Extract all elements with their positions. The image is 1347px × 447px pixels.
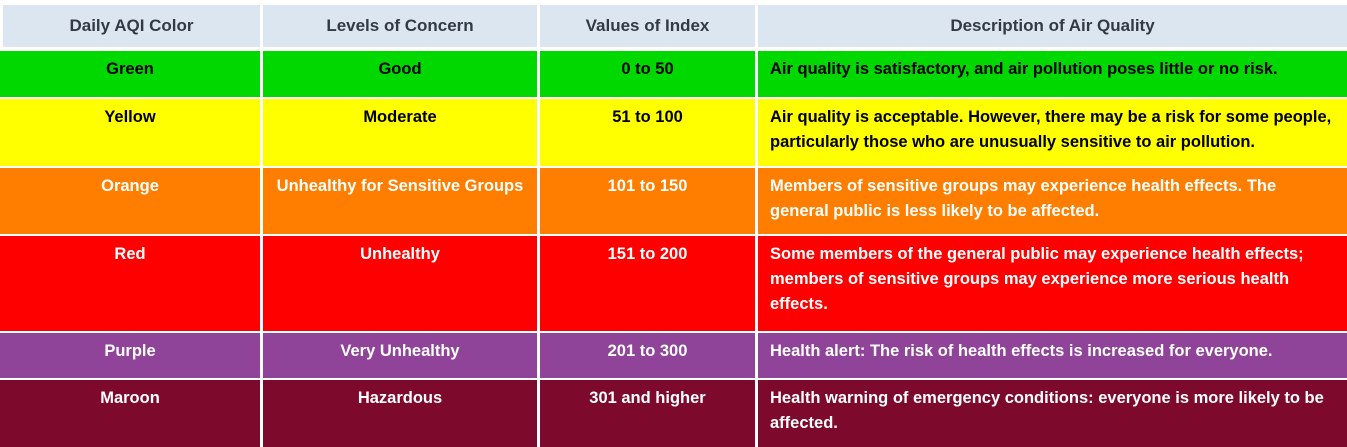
aqi-color-name: Red	[0, 236, 263, 333]
table-row-red: Red Unhealthy 151 to 200 Some members of…	[0, 236, 1347, 333]
col-header-description: Description of Air Quality	[758, 5, 1347, 51]
aqi-description: Health alert: The risk of health effects…	[758, 333, 1347, 380]
col-header-daily-aqi-color: Daily AQI Color	[0, 5, 263, 51]
aqi-level-of-concern: Hazardous	[263, 380, 540, 447]
aqi-color-name: Orange	[0, 168, 263, 236]
aqi-index-range: 51 to 100	[540, 99, 758, 168]
aqi-level-of-concern: Very Unhealthy	[263, 333, 540, 380]
col-header-values-of-index: Values of Index	[540, 5, 758, 51]
table-row-orange: Orange Unhealthy for Sensitive Groups 10…	[0, 168, 1347, 236]
aqi-index-range: 301 and higher	[540, 380, 758, 447]
aqi-description: Health warning of emergency conditions: …	[758, 380, 1347, 447]
aqi-color-name: Yellow	[0, 99, 263, 168]
table-row-purple: Purple Very Unhealthy 201 to 300 Health …	[0, 333, 1347, 380]
aqi-description: Some members of the general public may e…	[758, 236, 1347, 333]
aqi-table: Daily AQI Color Levels of Concern Values…	[0, 5, 1347, 447]
aqi-color-name: Purple	[0, 333, 263, 380]
aqi-description: Air quality is acceptable. However, ther…	[758, 99, 1347, 168]
col-header-levels-of-concern: Levels of Concern	[263, 5, 540, 51]
aqi-description: Members of sensitive groups may experien…	[758, 168, 1347, 236]
aqi-level-of-concern: Unhealthy	[263, 236, 540, 333]
aqi-color-name: Maroon	[0, 380, 263, 447]
aqi-table-body: Green Good 0 to 50 Air quality is satisf…	[0, 51, 1347, 447]
header-row: Daily AQI Color Levels of Concern Values…	[0, 5, 1347, 51]
table-row-yellow: Yellow Moderate 51 to 100 Air quality is…	[0, 99, 1347, 168]
aqi-table-header: Daily AQI Color Levels of Concern Values…	[0, 5, 1347, 51]
aqi-level-of-concern: Moderate	[263, 99, 540, 168]
aqi-description: Air quality is satisfactory, and air pol…	[758, 51, 1347, 99]
aqi-index-range: 101 to 150	[540, 168, 758, 236]
aqi-index-range: 0 to 50	[540, 51, 758, 99]
aqi-level-of-concern: Unhealthy for Sensitive Groups	[263, 168, 540, 236]
table-row-maroon: Maroon Hazardous 301 and higher Health w…	[0, 380, 1347, 447]
aqi-index-range: 151 to 200	[540, 236, 758, 333]
aqi-index-range: 201 to 300	[540, 333, 758, 380]
aqi-color-name: Green	[0, 51, 263, 99]
table-row-green: Green Good 0 to 50 Air quality is satisf…	[0, 51, 1347, 99]
aqi-level-of-concern: Good	[263, 51, 540, 99]
